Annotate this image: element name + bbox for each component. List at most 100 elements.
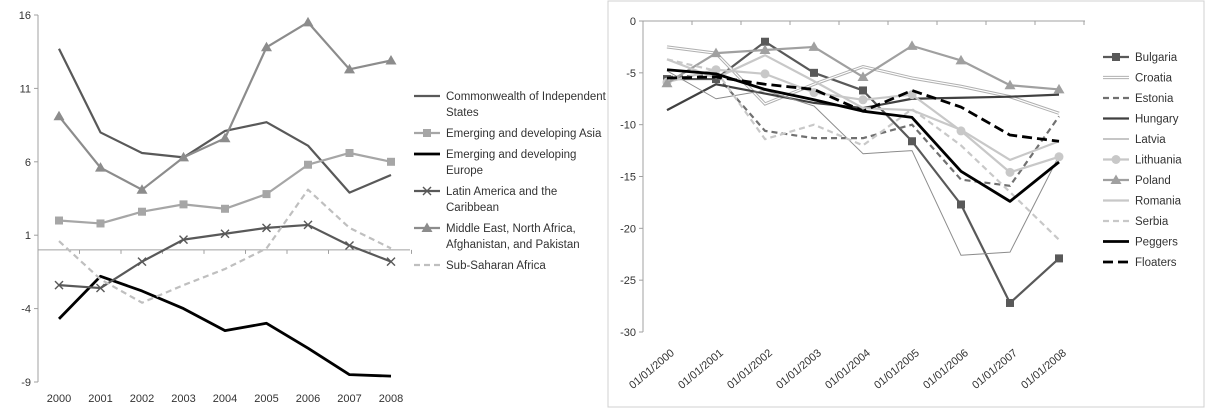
data-point [96,219,105,228]
data-point [810,68,818,77]
data-point [262,223,271,233]
data-point [179,235,188,245]
y-tick-label: -20 [620,223,636,235]
data-point [96,283,105,293]
right-chart-frame [607,0,1205,408]
data-point [303,220,313,230]
series-estonia [666,73,1060,187]
data-point [858,95,868,105]
legend-label: Sub-Saharan Africa [446,260,546,272]
data-point [54,280,64,290]
series-line [666,75,1060,143]
legend-label: Emerging and developing Asia [446,128,602,140]
legend-entry-commonwealth-of-independent-states: Commonwealth of Independent States [414,91,607,119]
data-point [1004,79,1016,90]
data-point [138,207,146,216]
legend-entry-floaters: Floaters [1103,257,1177,269]
x-tick-label: 2008 [379,393,403,405]
data-point [385,55,397,65]
legend-label: Peggers [1135,237,1178,249]
legend-label: Estonia [1135,93,1174,105]
legend-entry-sub-saharan-africa: Sub-Saharan Africa [414,260,546,272]
x-tick-label: 2003 [171,393,195,405]
x-tick-label: 2006 [296,393,320,405]
legend-entry-peggers: Peggers [1103,237,1178,249]
data-point [759,44,771,55]
x-tick-label: 01/01/2003 [774,347,824,392]
data-point [136,184,148,194]
data-point [1053,83,1065,94]
x-tick-label: 01/01/2005 [872,347,922,392]
series-middle-east-north-africa-afghanistan-and-pakistan [53,16,397,194]
legend-entry-emerging-and-developing-asia: Emerging and developing Asia [414,128,602,140]
data-point [808,41,820,51]
x-tick-label: 2002 [130,393,154,405]
data-point [661,77,673,88]
legend-label: Caribbean [446,202,499,214]
legend-label: Croatia [1135,73,1173,85]
y-tick-label: 11 [20,83,31,95]
data-point [344,63,355,74]
data-point [957,200,965,209]
legend-label: Europe [446,165,483,177]
data-point [908,137,916,146]
y-tick-label: 0 [630,16,636,28]
legend-marker [421,222,433,232]
legend-label: Romania [1135,196,1182,208]
y-tick-label: 1 [25,230,31,242]
series-line [58,48,392,194]
y-tick-label: -25 [620,275,636,287]
x-tick-label: 2000 [47,393,71,405]
series-line [666,58,1060,241]
legend-label: Latin America and the [446,186,557,198]
data-point [178,151,189,162]
legend-entry-croatia: Croatia [1103,73,1173,85]
y-tick-label: -4 [21,304,31,316]
data-point [859,86,867,95]
legend-marker [422,186,432,196]
data-point [304,160,312,169]
data-point [220,229,230,239]
data-point [262,190,271,199]
y-tick-label: -30 [620,327,636,339]
data-point [219,132,231,143]
data-point [53,110,65,121]
legend-marker [1112,53,1120,61]
legend-entry-lithuania: Lithuania [1103,155,1182,167]
x-tick-label: 2005 [254,393,278,405]
data-point [1005,167,1015,177]
data-point [345,148,354,157]
legend-entry-emerging-and-developing-europe: Emerging and developing Europe [414,149,576,177]
series-commonwealth-of-independent-states [58,48,392,194]
series-line [58,21,392,191]
legend-entry-serbia: Serbia [1103,216,1169,228]
legend-label: Middle East, North Africa, [446,223,576,235]
x-tick-label: 2007 [337,393,361,405]
legend-marker [1110,174,1122,184]
legend-label: Bulgaria [1135,52,1178,64]
data-point [1006,298,1014,307]
y-tick-label: -15 [620,172,636,184]
series-floaters [666,75,1060,143]
series-serbia [666,58,1060,241]
data-point [95,162,106,172]
data-point [387,157,395,166]
legend-label: Hungary [1135,114,1179,126]
legend-label: Lithuania [1135,155,1182,167]
x-tick-label: 01/01/2008 [1019,347,1069,392]
legend-marker [1111,155,1121,164]
series-latvia [666,70,1060,256]
legend-entry-estonia: Estonia [1103,93,1174,105]
series-line [58,151,392,225]
legend-entry-middle-east-north-africa-afghanistan-and-pakistan: Middle East, North Africa, Afghanistan, a… [414,222,580,251]
series-emerging-and-developing-europe [57,274,392,378]
x-tick-label: 01/01/2004 [823,347,873,392]
series-line [666,54,1060,162]
x-tick-label: 01/01/2000 [627,347,677,392]
data-point [955,54,967,65]
data-point [761,37,769,46]
y-tick-label: 16 [19,10,31,22]
x-tick-label: 2001 [88,393,112,405]
series-line [666,73,1060,187]
